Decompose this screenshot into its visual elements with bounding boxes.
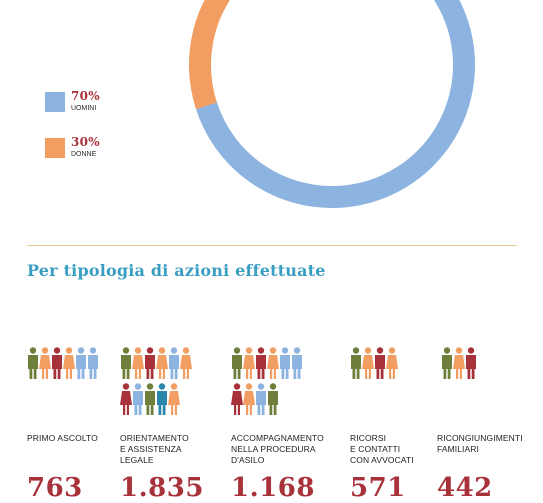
section-divider bbox=[27, 245, 517, 246]
action-value-ricorsi: 571 bbox=[350, 473, 406, 503]
person-icon bbox=[442, 347, 452, 379]
person-icon bbox=[120, 383, 132, 415]
legend-percent-women: 30% bbox=[71, 135, 101, 149]
person-icon bbox=[145, 347, 155, 379]
person-icon bbox=[243, 347, 255, 379]
person-icon bbox=[256, 383, 266, 415]
action-people-icon-group bbox=[231, 347, 302, 415]
action-label-ricongiungimenti: RICONGIUNGIMENTI FAMILIARI bbox=[437, 433, 523, 454]
action-value-primo-ascolto: 763 bbox=[27, 473, 83, 503]
person-icon bbox=[231, 383, 243, 415]
person-icon bbox=[292, 347, 302, 379]
person-icon bbox=[157, 383, 167, 415]
person-icon bbox=[362, 347, 374, 379]
person-icon bbox=[156, 347, 168, 379]
gender-donut-chart bbox=[189, 0, 475, 208]
action-label-orientamento: ORIENTAMENTO E ASSISTENZA LEGALE bbox=[120, 433, 189, 465]
person-icon bbox=[76, 347, 86, 379]
legend-item-women: 30% DONNE bbox=[45, 135, 100, 159]
action-label-primo-ascolto: PRIMO ASCOLTO bbox=[27, 433, 98, 443]
person-icon bbox=[63, 347, 75, 379]
person-icon bbox=[268, 383, 278, 415]
person-icon bbox=[28, 347, 38, 379]
legend-swatch-women bbox=[45, 138, 65, 158]
person-icon bbox=[121, 347, 131, 379]
person-icon bbox=[232, 347, 242, 379]
action-label-ricorsi: RICORSI E CONTATTI CON AVVOCATI bbox=[350, 433, 414, 465]
action-people-icon-group bbox=[351, 347, 398, 379]
legend-label-men: UOMINI bbox=[71, 105, 97, 112]
person-icon bbox=[466, 347, 476, 379]
action-people-icon-group bbox=[442, 347, 476, 379]
person-icon bbox=[180, 347, 192, 379]
action-value-orientamento: 1.835 bbox=[120, 473, 204, 503]
person-icon bbox=[243, 383, 255, 415]
action-people-icon-group bbox=[120, 347, 192, 415]
person-icon bbox=[280, 347, 290, 379]
donut-segment-men bbox=[196, 0, 475, 208]
person-icon bbox=[145, 383, 155, 415]
person-icon bbox=[256, 347, 266, 379]
action-value-ricongiungimenti: 442 bbox=[437, 473, 493, 503]
legend-item-men: 70% UOMINI bbox=[45, 89, 100, 113]
person-icon bbox=[168, 383, 180, 415]
person-icon bbox=[132, 347, 144, 379]
person-icon bbox=[169, 347, 179, 379]
person-icon bbox=[88, 347, 98, 379]
person-icon bbox=[133, 383, 143, 415]
action-people-icon-group bbox=[28, 347, 98, 379]
person-icon bbox=[39, 347, 51, 379]
person-icon bbox=[267, 347, 279, 379]
action-value-accompagnamento: 1.168 bbox=[231, 473, 315, 503]
section-title: Per tipologia di azioni effettuate bbox=[27, 261, 326, 280]
legend-swatch-men bbox=[45, 92, 65, 112]
person-icon bbox=[386, 347, 398, 379]
person-icon bbox=[351, 347, 361, 379]
legend-percent-men: 70% bbox=[71, 89, 101, 103]
person-icon bbox=[52, 347, 62, 379]
person-icon bbox=[375, 347, 385, 379]
donut-segment-women bbox=[189, 0, 230, 110]
person-icon bbox=[453, 347, 465, 379]
legend-label-women: DONNE bbox=[71, 151, 97, 158]
action-label-accompagnamento: ACCOMPAGNAMENTO NELLA PROCEDURA D'ASILO bbox=[231, 433, 324, 465]
